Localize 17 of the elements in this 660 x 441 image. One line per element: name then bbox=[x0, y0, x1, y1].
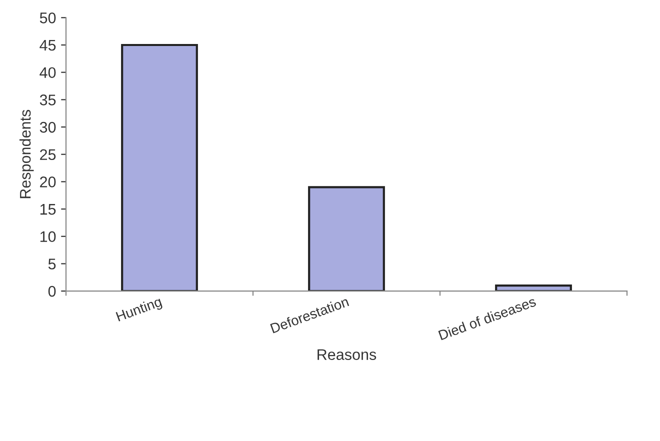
bar bbox=[495, 284, 572, 292]
y-tick-label: 50 bbox=[40, 12, 56, 24]
y-tick-label: 35 bbox=[40, 94, 56, 106]
y-tick-label: 30 bbox=[40, 122, 56, 133]
bar bbox=[308, 186, 385, 292]
y-tick-label: 20 bbox=[40, 176, 56, 188]
y-tick-label: 5 bbox=[48, 258, 56, 270]
y-axis-title: Respondents bbox=[19, 110, 34, 198]
y-tick-label: 25 bbox=[40, 149, 56, 160]
bar bbox=[121, 44, 198, 292]
y-tick-label: 15 bbox=[40, 204, 56, 215]
y-tick-label: 10 bbox=[40, 231, 56, 242]
y-tick-label: 40 bbox=[40, 67, 56, 78]
x-tick-label: Hunting bbox=[116, 296, 164, 324]
x-axis-title: Reasons bbox=[318, 349, 376, 360]
y-tick-label: 45 bbox=[40, 40, 56, 51]
y-tick-label: 0 bbox=[48, 286, 56, 297]
